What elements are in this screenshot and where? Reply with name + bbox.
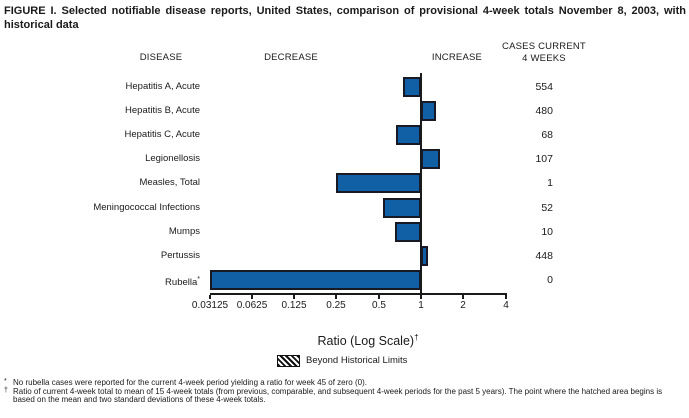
- ratio-bar: [383, 198, 421, 218]
- column-header-disease: DISEASE: [139, 52, 183, 63]
- disease-label: Legionellosis: [145, 153, 200, 164]
- column-header-cases-line2: 4 WEEKS: [522, 53, 566, 64]
- ratio-bar: [421, 101, 436, 121]
- cases-current-value: 52: [541, 202, 553, 214]
- cases-current-value: 480: [535, 105, 553, 117]
- x-axis-label: Ratio (Log Scale)†: [238, 330, 498, 349]
- disease-label: Mumps: [168, 226, 200, 237]
- cases-current-value: 0: [547, 274, 553, 286]
- column-header-increase: INCREASE: [431, 52, 483, 63]
- ratio-bar: [395, 222, 421, 242]
- cases-current-value: 68: [541, 129, 553, 141]
- x-axis-tick: [462, 295, 464, 299]
- legend-label: Beyond Historical Limits: [306, 355, 408, 366]
- column-header-decrease: DECREASE: [264, 52, 318, 63]
- ratio-bar: [396, 125, 421, 145]
- cases-current-value: 448: [535, 250, 553, 262]
- disease-label: Hepatitis A, Acute: [125, 81, 200, 92]
- cases-current-value: 10: [541, 226, 553, 238]
- beyond-historical-limits-hatch-swatch: [277, 355, 300, 367]
- x-axis-tick-label: 0.125: [281, 300, 307, 311]
- footnote-marker: *: [4, 378, 7, 385]
- x-axis-tick-label: 0.0625: [236, 300, 268, 311]
- footnote-marker: †: [4, 386, 8, 394]
- x-axis-line: [210, 293, 507, 295]
- x-axis-label-text: Ratio (Log Scale): [317, 334, 415, 349]
- x-axis-tick-label: 0.25: [326, 300, 346, 311]
- ratio-bar: [421, 246, 428, 266]
- cases-current-value: 1: [547, 177, 553, 189]
- footnotes: * No rubella cases were reported for the …: [4, 378, 686, 405]
- x-axis-tick-label: 2: [460, 300, 466, 311]
- disease-label: Pertussis: [160, 250, 200, 261]
- disease-label: Measles, Total: [139, 177, 200, 188]
- x-axis-tick: [335, 295, 337, 299]
- disease-label-asterisk: *: [197, 276, 200, 283]
- ratio-bar: [421, 149, 440, 169]
- x-axis-tick: [251, 295, 253, 299]
- column-header-cases-line1: CASES CURRENT: [502, 41, 586, 52]
- ratio-one-baseline: [420, 73, 422, 294]
- cases-current-value: 554: [535, 81, 553, 93]
- ratio-bar: [336, 173, 421, 193]
- x-axis-tick: [378, 295, 380, 299]
- disease-label: Rubella*: [165, 276, 200, 289]
- disease-label: Meningococcal Infections: [93, 202, 200, 213]
- disease-label: Hepatitis B, Acute: [125, 105, 200, 116]
- x-axis-tick: [505, 295, 507, 299]
- x-axis-tick-label: 1: [418, 300, 424, 311]
- footnote: † Ratio of current 4-week total to mean o…: [4, 386, 663, 405]
- ratio-bar: [403, 77, 421, 97]
- x-axis-label-dagger: †: [414, 333, 419, 342]
- x-axis-tick: [420, 295, 422, 299]
- x-axis-tick-label: 0.03125: [191, 300, 229, 311]
- cases-current-value: 107: [535, 153, 553, 165]
- ratio-bar: [210, 270, 421, 290]
- disease-label: Hepatitis C, Acute: [124, 129, 200, 140]
- x-axis-tick-label: 0.5: [372, 300, 386, 311]
- footnote: * No rubella cases were reported for the …: [4, 378, 367, 387]
- x-axis-tick: [293, 295, 295, 299]
- x-axis-tick: [209, 295, 211, 299]
- figure-title: FIGURE I. Selected notifiable disease re…: [4, 5, 686, 31]
- x-axis-tick-label: 4: [503, 300, 509, 311]
